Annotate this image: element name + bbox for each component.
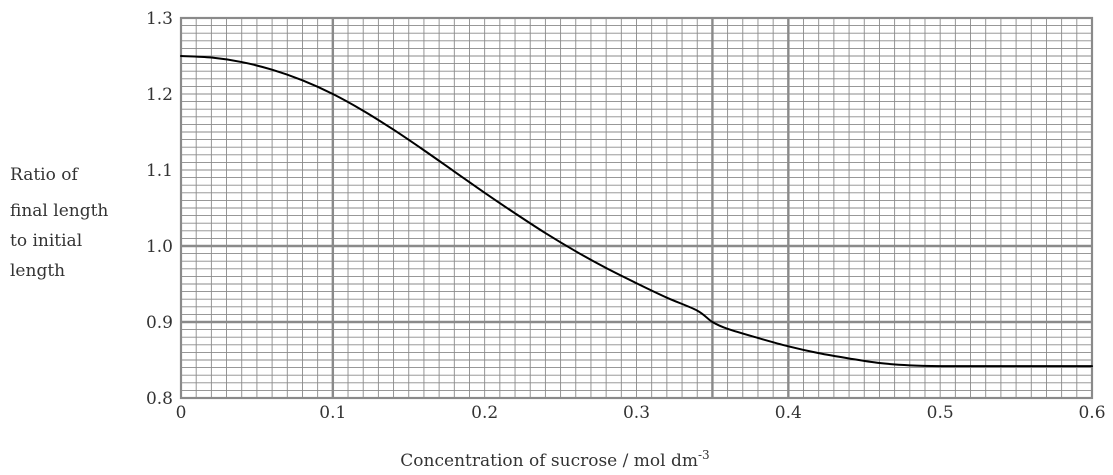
y-tick-label: 1.2 — [146, 85, 173, 105]
y-tick-label: 1.0 — [146, 237, 173, 257]
y-tick-label: 0.8 — [146, 389, 173, 409]
y-axis-label-line-2: final length — [10, 201, 108, 221]
y-axis-label-line-4: length — [10, 261, 65, 281]
x-tick-label: 0.6 — [1078, 403, 1105, 423]
y-tick-labels: 0.8 0.9 1.0 1.1 1.2 1.3 — [146, 9, 173, 409]
x-axis-label: Concentration of sucrose / mol dm-3 — [400, 448, 709, 471]
x-tick-labels: 0 0.1 0.2 0.3 0.4 0.5 0.6 — [176, 403, 1106, 423]
y-axis-label-line-3: to initial — [10, 231, 82, 251]
minor-grid — [180, 17, 1093, 399]
major-grid — [181, 18, 1092, 398]
x-tick-label: 0.4 — [775, 403, 802, 423]
x-tick-label: 0.2 — [471, 403, 498, 423]
series-line — [180, 55, 1093, 368]
plot-border — [179, 16, 1094, 400]
x-tick-label: 0.3 — [623, 403, 650, 423]
y-tick-label: 1.3 — [146, 9, 173, 29]
x-tick-label: 0.5 — [927, 403, 954, 423]
x-axis-label-text: Concentration of sucrose / mol dm — [400, 451, 698, 471]
y-tick-label: 0.9 — [146, 313, 173, 333]
y-axis-label-line-1: Ratio of — [10, 165, 79, 185]
x-axis-label-superscript: -3 — [698, 448, 710, 462]
plot-frame — [179, 16, 1094, 400]
curve-layer — [180, 55, 1093, 368]
x-tick-label: 0 — [176, 403, 187, 423]
y-tick-label: 1.1 — [146, 161, 173, 181]
x-tick-label: 0.1 — [319, 403, 346, 423]
